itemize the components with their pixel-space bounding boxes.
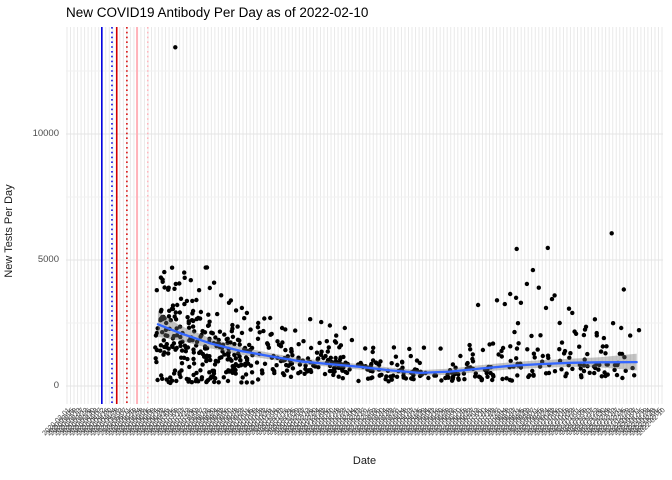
y-tick-label-10000: 10000 [32,128,59,139]
scatter-points [153,45,642,386]
x-axis-title: Date [352,455,377,467]
plot-panel [66,27,663,404]
gridlines [66,27,663,404]
reference-lines [101,27,149,404]
plot-area [66,27,663,404]
y-tick-label-5000: 5000 [37,254,59,265]
y-tick-label-0: 0 [53,380,59,391]
smooth-line [156,323,638,375]
chart-title: New COVID19 Antibody Per Day as of 2022-… [66,5,369,20]
y-axis-title: New Tests Per Day [3,184,15,278]
confidence-ribbon [157,311,637,376]
